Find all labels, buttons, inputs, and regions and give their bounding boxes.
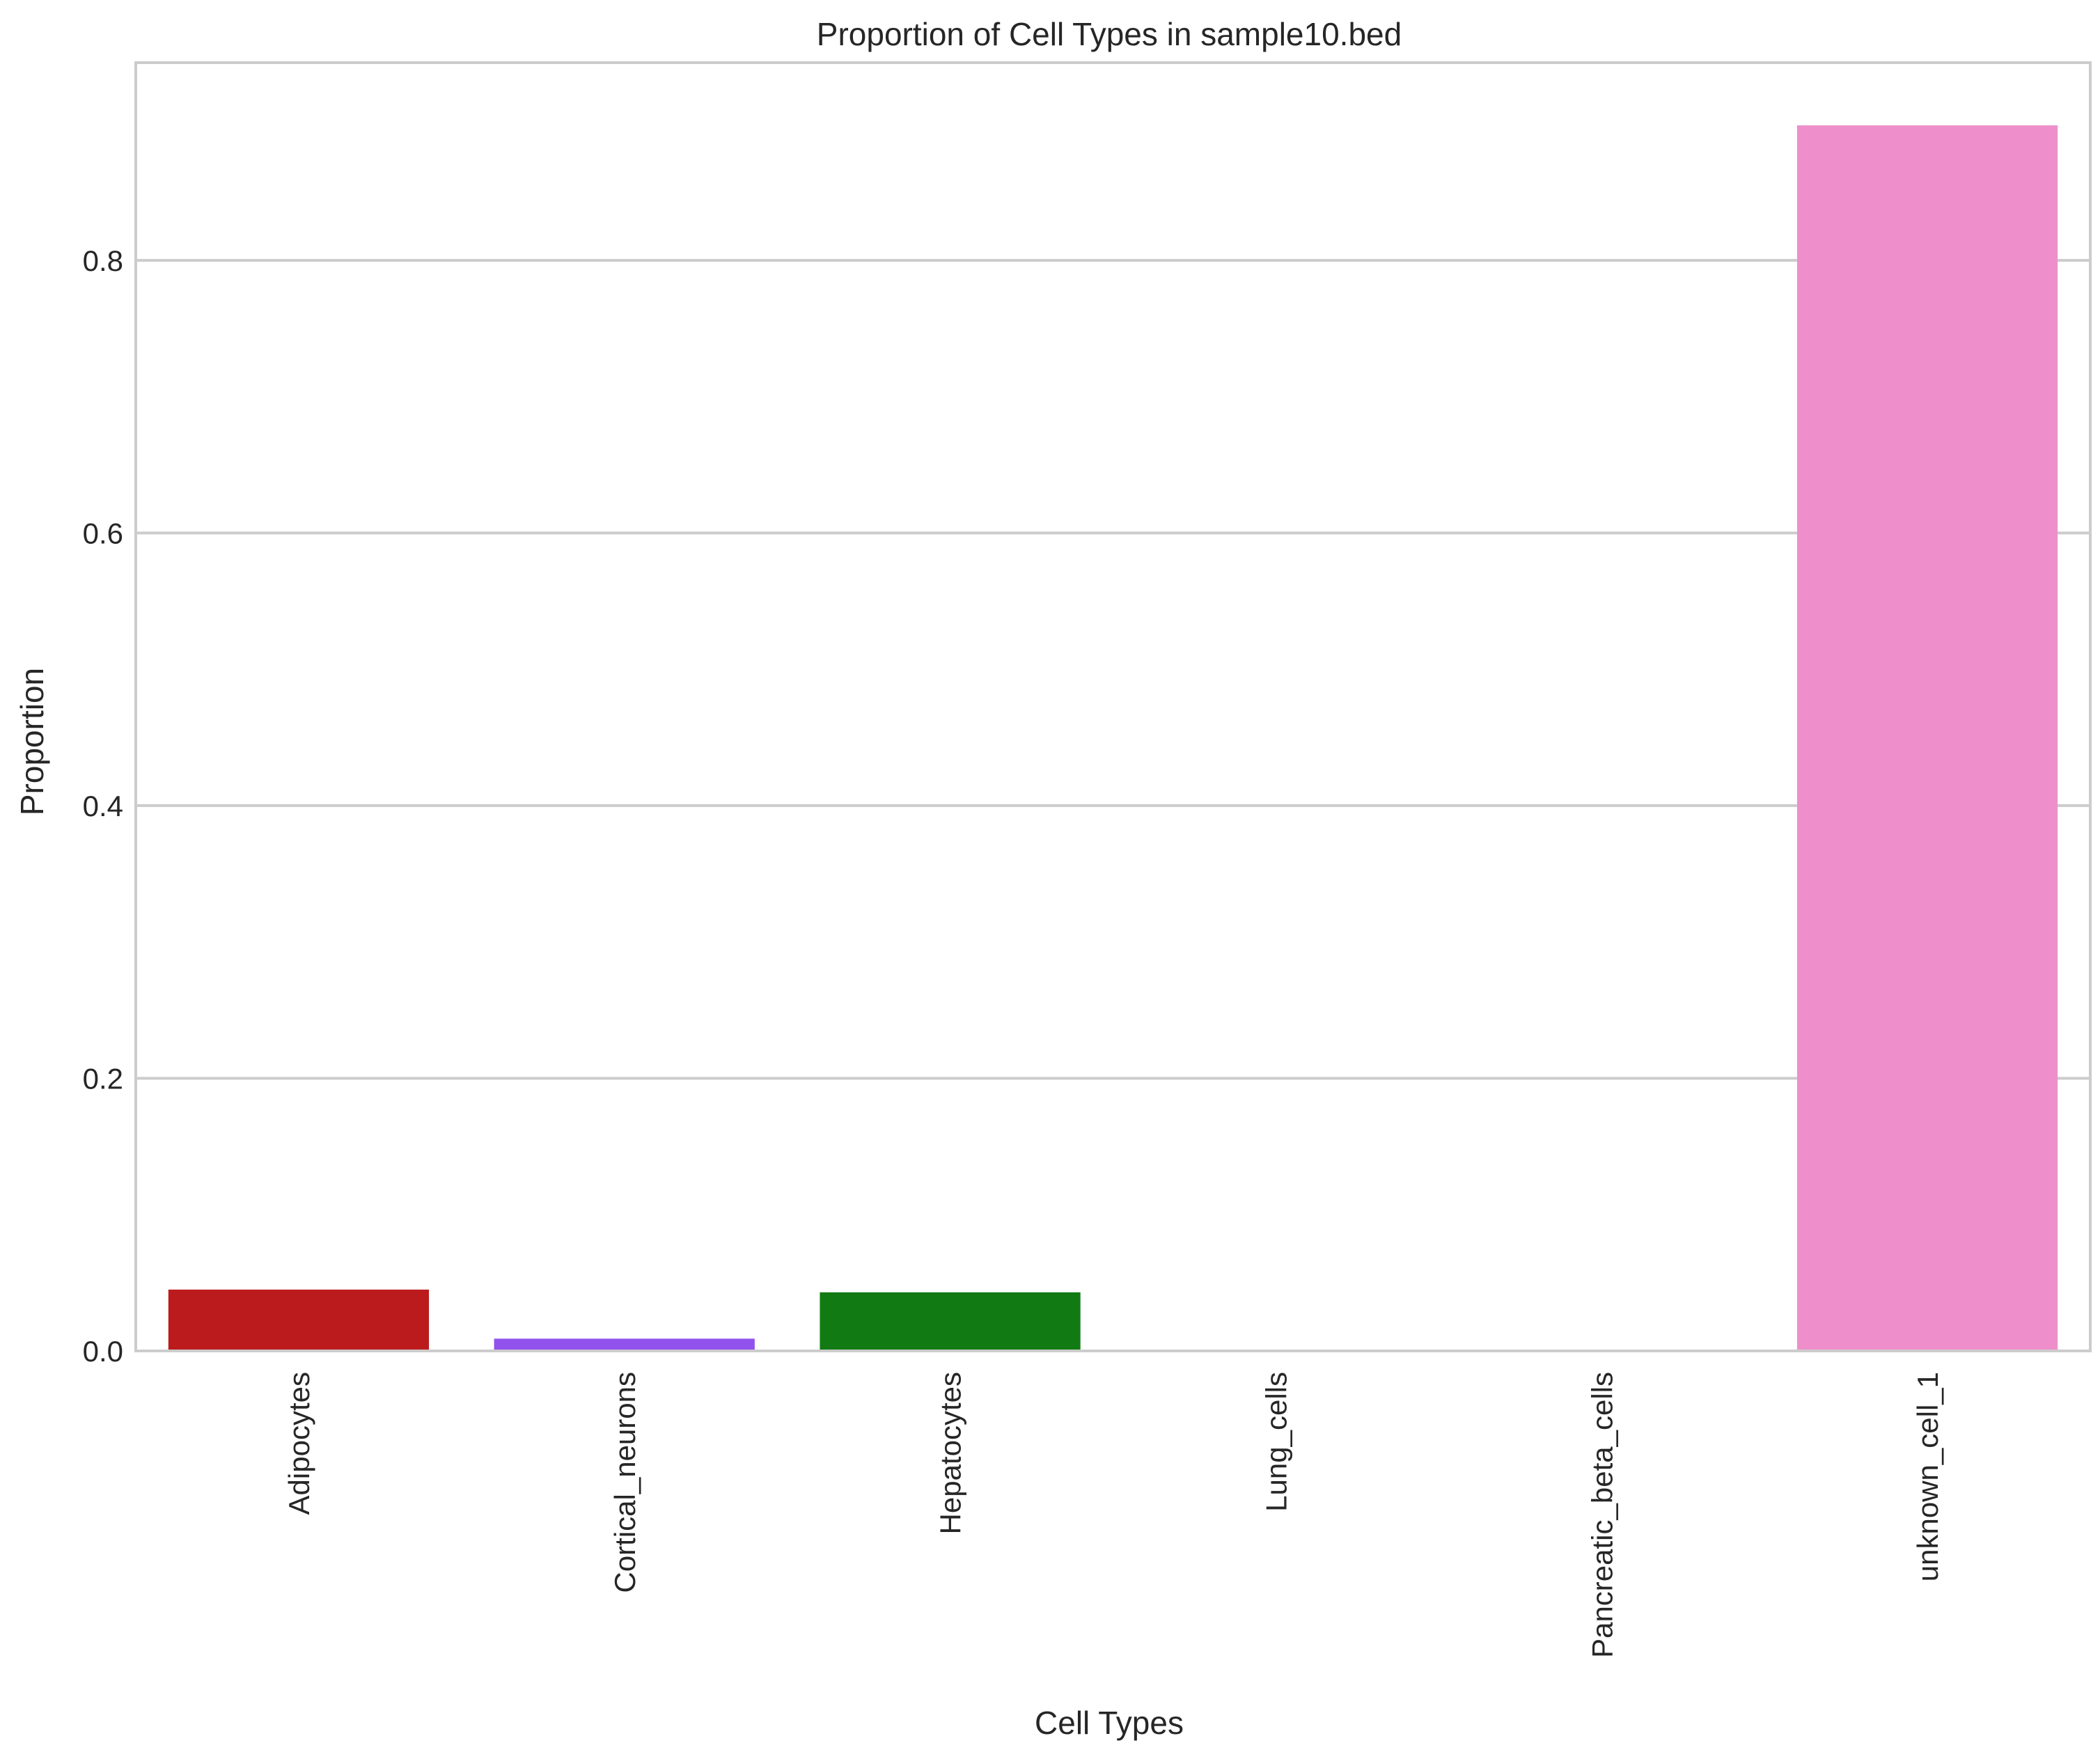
y-tick-label: 0.8 xyxy=(83,244,123,277)
y-tick-label: 0.2 xyxy=(83,1062,123,1095)
y-tick-label: 0.4 xyxy=(83,790,123,822)
chart-title: Proportion of Cell Types in sample10.bed xyxy=(817,16,1402,52)
x-tick-label: Hepatocytes xyxy=(934,1372,967,1534)
y-axis-label: Proportion xyxy=(14,668,50,815)
x-tick-label: Adipocytes xyxy=(283,1372,315,1515)
bars xyxy=(168,125,2058,1351)
x-tick-label: Pancreatic_beta_cells xyxy=(1585,1372,1618,1658)
bar-unknown-cell-1 xyxy=(1796,125,2058,1351)
plot-frame xyxy=(134,61,2092,1352)
bar-adipocytes xyxy=(168,1289,430,1351)
x-tick-label: Lung_cells xyxy=(1260,1372,1292,1512)
x-tick-label: Cortical_neurons xyxy=(609,1372,641,1593)
y-tick-labels: 0.0 0.2 0.4 0.6 0.8 xyxy=(83,244,123,1368)
x-axis-label: Cell Types xyxy=(1035,1705,1184,1741)
bar-hepatocytes xyxy=(820,1292,1081,1351)
y-tick-label: 0.0 xyxy=(83,1335,123,1368)
x-tick-labels: Adipocytes Cortical_neurons Hepatocytes Lun… xyxy=(283,1372,1944,1658)
x-tick-label: unknown_cell_1 xyxy=(1911,1372,1944,1581)
y-tick-label: 0.6 xyxy=(83,517,123,549)
bar-cortical-neurons xyxy=(494,1338,755,1351)
